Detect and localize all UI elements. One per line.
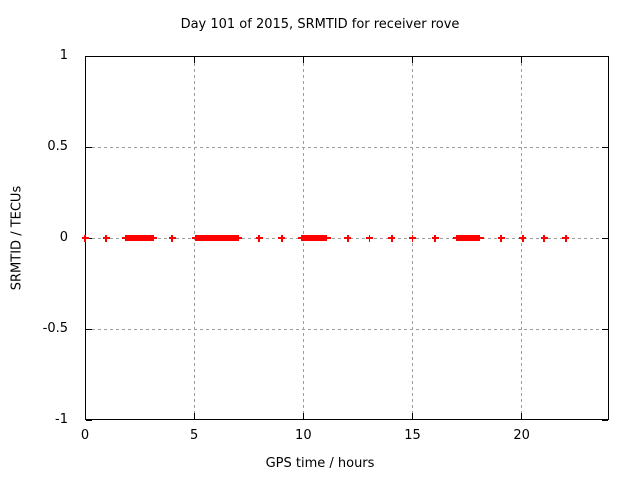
x-tick-mark-top <box>412 57 413 63</box>
data-marker <box>365 234 373 242</box>
plot-area <box>81 55 609 421</box>
data-marker <box>409 234 416 242</box>
x-tick-mark <box>302 413 304 419</box>
y-tick-mark-right <box>602 55 608 57</box>
data-marker <box>344 234 352 242</box>
x-tick-label: 0 <box>80 428 90 443</box>
y-tick-label: -0.5 <box>42 321 68 336</box>
y-tick-mark-right <box>602 237 608 239</box>
x-tick-mark <box>193 413 195 419</box>
data-cluster-bar <box>125 235 154 241</box>
chart-title: Day 101 of 2015, SRMTID for receiver rov… <box>180 17 460 32</box>
y-tick-label: 0.5 <box>47 139 68 154</box>
data-cluster-bar <box>195 235 239 241</box>
x-tick-label: 5 <box>190 428 199 443</box>
data-marker <box>81 234 89 242</box>
x-tick-mark <box>521 413 523 419</box>
y-tick-mark <box>86 419 92 421</box>
x-tick-label: 20 <box>513 428 530 443</box>
data-cluster-bar <box>301 235 328 241</box>
data-cluster-bar <box>456 235 481 241</box>
data-marker <box>255 234 263 242</box>
x-tick-mark <box>412 413 413 419</box>
x-tick-mark-top <box>302 57 304 63</box>
y-tick-label: 1 <box>59 48 68 63</box>
y-tick-label: 0 <box>59 230 68 245</box>
data-marker <box>519 234 527 242</box>
y-tick-mark <box>86 237 92 239</box>
data-marker <box>168 234 176 242</box>
y-tick-mark-right <box>602 146 608 148</box>
data-marker <box>431 234 439 242</box>
data-marker <box>540 234 548 242</box>
y-tick-mark-right <box>602 419 608 421</box>
gridline-horizontal <box>86 328 608 330</box>
y-tick-mark-right <box>602 328 608 330</box>
data-marker <box>497 234 505 242</box>
gridline-horizontal <box>86 146 608 148</box>
y-tick-label: -1 <box>55 412 68 427</box>
y-tick-mark <box>86 328 92 330</box>
data-marker <box>102 234 110 242</box>
x-tick-mark-top <box>193 57 195 63</box>
y-tick-mark <box>86 55 92 57</box>
y-tick-mark <box>86 146 92 148</box>
x-tick-label: 15 <box>404 428 421 443</box>
data-marker <box>388 234 396 242</box>
data-marker <box>278 234 286 242</box>
x-tick-mark-top <box>84 57 86 63</box>
data-marker <box>562 234 570 242</box>
x-tick-label: 10 <box>295 428 312 443</box>
x-tick-mark <box>84 413 86 419</box>
x-axis-label: GPS time / hours <box>265 456 375 471</box>
x-tick-mark-top <box>521 57 523 63</box>
